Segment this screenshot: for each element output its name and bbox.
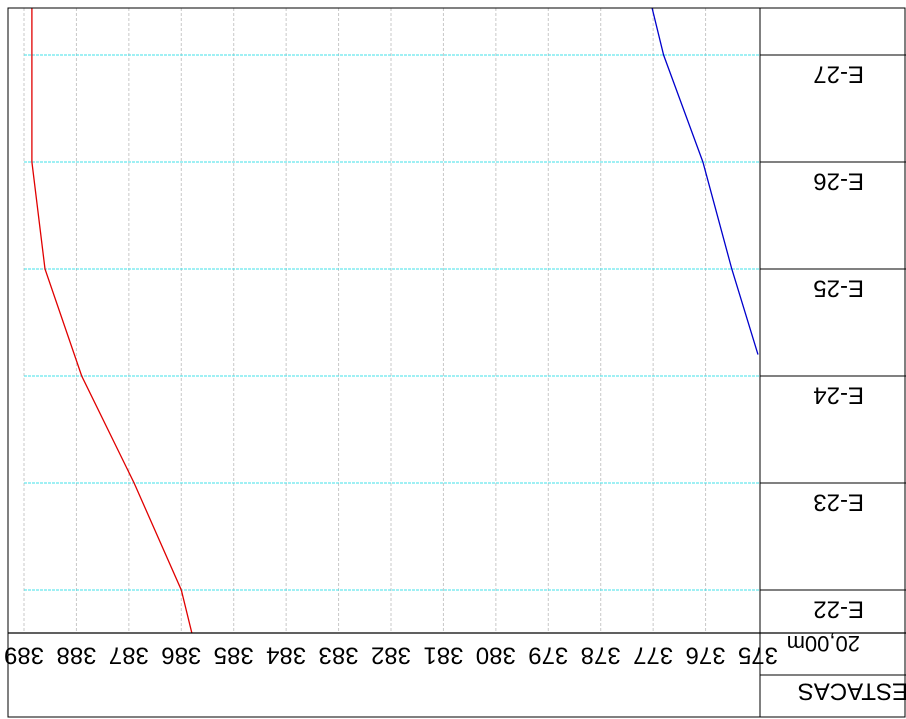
red-profile-line (31, 8, 193, 633)
elevation-tick-label: 376 (686, 642, 726, 669)
elevation-tick-label: 389 (4, 642, 44, 669)
profile-series (31, 8, 759, 633)
elevation-tick-label: 388 (56, 642, 96, 669)
elevation-tick-label: 383 (319, 642, 359, 669)
elevation-tick-label: 384 (266, 642, 306, 669)
elevation-tick-label: 377 (633, 642, 673, 669)
station-label: E-25 (813, 275, 864, 302)
elevation-tick-label: 382 (371, 642, 411, 669)
elevation-tick-label: 381 (423, 642, 463, 669)
elevation-grid (23, 8, 707, 633)
stations-header: ESTACAS (798, 678, 906, 705)
station-label: E-23 (813, 489, 864, 516)
elevation-tick-label: 378 (581, 642, 621, 669)
station-label: E-22 (813, 596, 864, 623)
elevation-tick-label: 379 (528, 642, 568, 669)
elevation-tick-label: 375 (738, 642, 778, 669)
scale-label: 20,00m (787, 631, 860, 656)
elevation-tick-label: 387 (109, 642, 149, 669)
blue-profile-line (651, 8, 759, 355)
labels: 20,00m ESTACAS 389 388 387 386 385 384 383 382 3… (4, 61, 906, 705)
drawing-frame (7, 7, 906, 718)
outer-border (7, 7, 906, 718)
station-label: E-26 (813, 168, 864, 195)
station-label: E-24 (813, 382, 864, 409)
elevation-tick-label: 386 (161, 642, 201, 669)
elevation-tick-label: 380 (476, 642, 516, 669)
station-label: E-27 (813, 61, 864, 88)
elevation-tick-label: 385 (214, 642, 254, 669)
station-lines (24, 54, 760, 591)
